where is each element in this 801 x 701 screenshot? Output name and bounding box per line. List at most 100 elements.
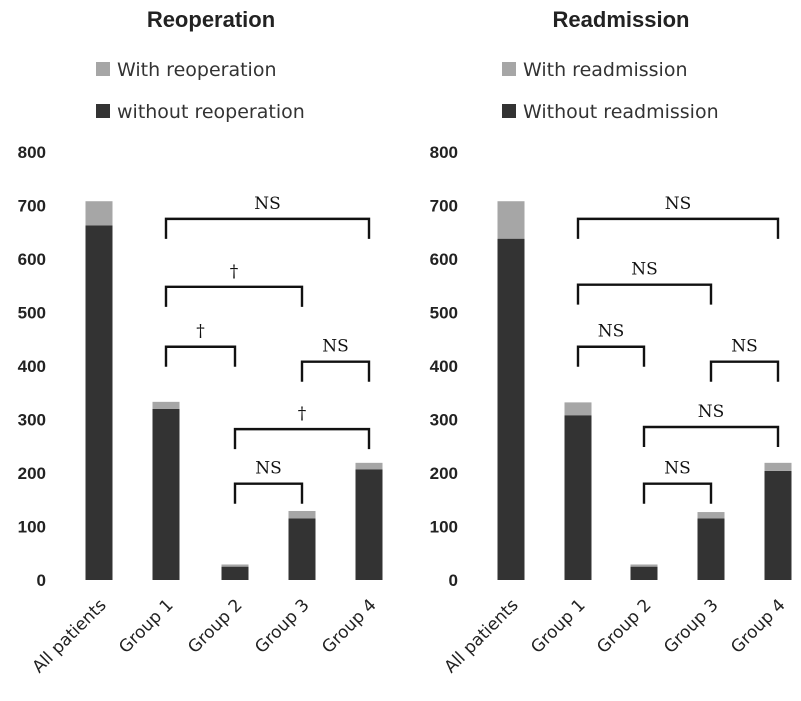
significance-bracket: †: [164, 262, 304, 307]
x-tick-label: Group 1: [527, 595, 589, 657]
bracket-line: [576, 345, 646, 367]
bar-bottom-segment: [355, 469, 383, 580]
significance-label: NS: [698, 402, 725, 422]
y-tick-label: 100: [430, 518, 458, 537]
bracket-line: [642, 482, 713, 504]
legend-item: without reoperation: [96, 101, 305, 123]
legend-swatch: [96, 104, 110, 118]
legend-label: without reoperation: [117, 101, 305, 123]
chart-panel-1: Reoperation With reoperation without reope…: [18, 7, 383, 677]
x-tick-label: Group 3: [251, 595, 313, 657]
y-tick-label: 200: [430, 464, 458, 483]
bracket-line: [164, 285, 304, 307]
bar-top-segment: [497, 201, 525, 239]
x-tick-label: Group 2: [184, 595, 246, 657]
significance-bracket: NS: [233, 459, 304, 504]
bar-top-segment: [85, 201, 113, 226]
bracket-line: [576, 283, 713, 305]
bracket-line: [642, 425, 780, 447]
bar-bottom-segment: [697, 518, 725, 580]
bar-top-segment: [288, 510, 316, 519]
significance-bracket: NS: [709, 337, 780, 382]
y-tick-label: 600: [430, 250, 458, 269]
significance-label: NS: [631, 260, 658, 280]
bar-top-segment: [152, 401, 180, 409]
significance-bracket: †: [233, 404, 371, 450]
significance-label: NS: [322, 337, 349, 357]
bracket-line: [300, 360, 371, 382]
significance-bracket: NS: [642, 402, 780, 447]
bar-top-segment: [221, 564, 249, 567]
bar-bottom-segment: [288, 518, 316, 580]
y-tick-label: 400: [430, 357, 458, 376]
significance-bracket: NS: [576, 322, 646, 367]
significance-bracket: NS: [642, 459, 713, 504]
significance-label: NS: [731, 337, 758, 357]
y-tick-label: 400: [18, 357, 46, 376]
bar-bottom-segment: [630, 566, 658, 580]
significance-bracket: NS: [576, 194, 780, 239]
y-tick-label: 0: [37, 571, 46, 590]
significance-bracket: †: [164, 322, 237, 367]
significance-label: NS: [665, 194, 692, 214]
bracket-line: [233, 427, 371, 450]
y-tick-label: 500: [430, 304, 458, 323]
y-tick-label: 100: [18, 518, 46, 537]
x-tick-label: Group 3: [660, 595, 722, 657]
y-tick-label: 300: [18, 411, 46, 430]
significance-label: NS: [255, 459, 282, 479]
legend-item: With readmission: [502, 59, 688, 81]
bracket-line: [164, 345, 237, 367]
bracket-line: [164, 217, 371, 239]
significance-label: NS: [664, 459, 691, 479]
y-tick-label: 700: [18, 197, 46, 216]
legend-swatch: [502, 104, 516, 118]
y-tick-label: 700: [430, 197, 458, 216]
bar-top-segment: [764, 462, 792, 471]
significance-label: †: [196, 322, 205, 342]
significance-bracket: NS: [164, 194, 371, 239]
significance-label: †: [230, 262, 239, 282]
bar-top-segment: [697, 512, 725, 519]
bar-bottom-segment: [764, 470, 792, 580]
bracket-line: [709, 360, 780, 382]
bar-bottom-segment: [221, 566, 249, 580]
significance-label: NS: [254, 194, 281, 214]
y-tick-label: 200: [18, 464, 46, 483]
bar-bottom-segment: [564, 415, 592, 580]
significance-bracket: NS: [576, 260, 713, 305]
y-tick-label: 800: [430, 143, 458, 162]
x-tick-label: Group 2: [593, 595, 655, 657]
y-tick-label: 800: [18, 143, 46, 162]
bracket-line: [233, 482, 304, 504]
bar-bottom-segment: [497, 238, 525, 581]
significance-bracket: NS: [300, 337, 371, 382]
legend-item: Without readmission: [502, 101, 719, 123]
bar-top-segment: [564, 402, 592, 416]
legend-label: With reoperation: [117, 59, 277, 81]
bar-top-segment: [355, 462, 383, 470]
bracket-line: [576, 217, 780, 239]
y-tick-label: 500: [18, 304, 46, 323]
legend-label: With readmission: [523, 59, 688, 81]
bar-top-segment: [630, 564, 658, 567]
chart-panel-2: Readmission With readmission Without readm…: [430, 7, 792, 677]
x-tick-label: Group 4: [727, 595, 789, 657]
y-tick-label: 600: [18, 250, 46, 269]
significance-label: NS: [598, 322, 625, 342]
y-tick-label: 300: [430, 411, 458, 430]
y-tick-label: 0: [449, 571, 458, 590]
significance-label: †: [298, 404, 307, 424]
bar-bottom-segment: [152, 408, 180, 580]
x-tick-label: All patients: [29, 595, 111, 677]
chart-title: Reoperation: [147, 7, 275, 32]
x-tick-label: Group 1: [115, 595, 177, 657]
bar-bottom-segment: [85, 225, 113, 581]
legend-item: With reoperation: [96, 59, 277, 81]
chart-title: Readmission: [553, 7, 690, 32]
legend-swatch: [96, 62, 110, 76]
x-tick-label: Group 4: [318, 595, 380, 657]
legend-label: Without readmission: [523, 101, 719, 123]
